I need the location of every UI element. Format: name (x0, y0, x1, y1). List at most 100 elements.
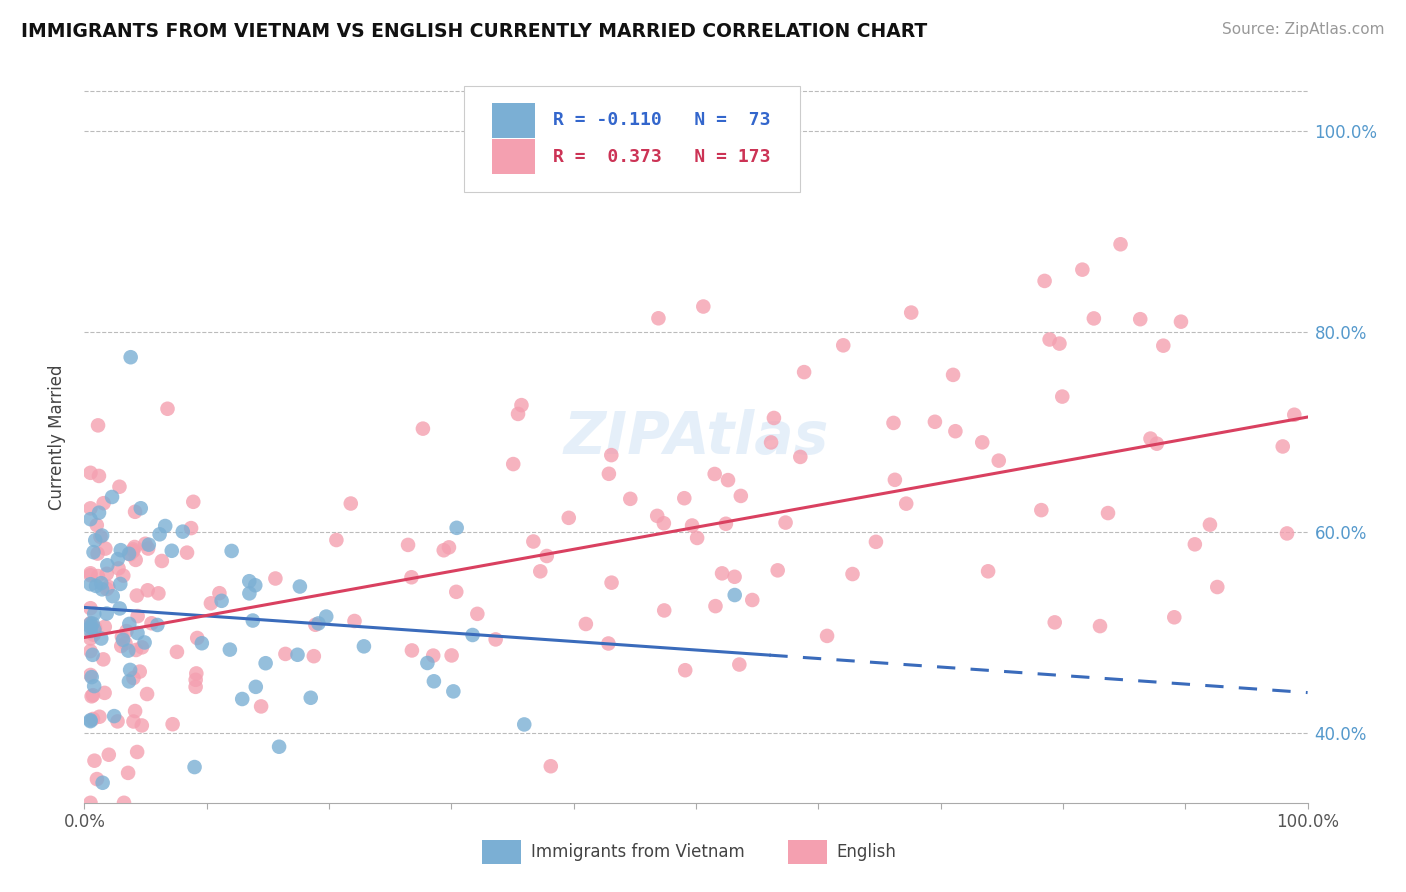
Point (103, 709, 125, 723)
Point (1039, 333, 1062, 347)
Point (299, 690, 322, 705)
Point (120, 350, 142, 364)
Point (416, 656, 439, 670)
Point (440, 648, 463, 663)
Point (149, 527, 172, 541)
Point (118, 616, 141, 631)
Point (91, 528, 114, 542)
Point (181, 495, 204, 509)
Point (1275, 526, 1298, 541)
Point (446, 521, 468, 535)
Point (245, 578, 267, 592)
Point (79, 566, 101, 581)
Point (536, 549, 558, 563)
Point (506, 407, 529, 421)
Point (84, 621, 107, 635)
Point (108, 480, 131, 494)
FancyBboxPatch shape (787, 840, 827, 863)
Point (1052, 390, 1074, 404)
Point (412, 422, 434, 436)
Point (647, 311, 669, 326)
Point (558, 511, 581, 525)
Point (522, 534, 544, 549)
Point (79, 620, 101, 634)
Point (90, 632, 112, 646)
Point (101, 490, 124, 504)
Point (79, 668, 101, 682)
Point (882, 416, 904, 430)
Point (269, 739, 291, 754)
Y-axis label: Currently Married: Currently Married (48, 364, 66, 510)
Point (600, 575, 623, 590)
Point (166, 645, 188, 659)
Point (86, 518, 108, 533)
Point (1271, 440, 1294, 454)
Point (146, 618, 169, 632)
Point (94, 541, 117, 556)
Text: R =  0.373   N = 173: R = 0.373 N = 173 (553, 148, 770, 166)
Point (79, 714, 101, 728)
Point (79, 620, 101, 634)
Point (107, 552, 129, 566)
Point (703, 467, 725, 481)
Point (339, 496, 361, 510)
Point (681, 518, 703, 533)
Point (82, 712, 104, 726)
Point (302, 649, 325, 664)
Point (80, 690, 103, 704)
Point (945, 424, 967, 438)
Point (131, 640, 153, 655)
Point (184, 673, 207, 687)
Point (652, 516, 675, 531)
Point (87, 418, 110, 433)
Point (1129, 312, 1152, 326)
Point (84, 579, 107, 593)
Point (741, 593, 763, 607)
Point (759, 435, 782, 450)
Point (1088, 619, 1111, 633)
Point (575, 617, 598, 632)
Point (136, 541, 159, 556)
Point (94, 620, 117, 634)
Point (125, 589, 148, 603)
Point (101, 589, 124, 603)
Point (841, 567, 863, 582)
Point (79, 501, 101, 516)
Point (704, 599, 727, 614)
Point (304, 617, 326, 632)
Point (127, 626, 149, 640)
Point (307, 616, 329, 631)
Point (485, 632, 508, 647)
Point (108, 601, 131, 615)
Point (89, 530, 111, 544)
Point (221, 544, 243, 558)
Point (264, 572, 287, 586)
Point (122, 671, 145, 685)
Point (540, 759, 562, 773)
Point (176, 546, 198, 560)
Point (93, 686, 115, 700)
Point (1199, 517, 1222, 532)
Point (1049, 336, 1071, 351)
Point (83, 754, 105, 768)
Point (79, 644, 101, 658)
Point (79, 512, 101, 526)
Point (686, 531, 709, 545)
Point (1083, 311, 1105, 326)
Point (942, 368, 965, 382)
Point (110, 639, 132, 653)
Point (600, 448, 623, 462)
Point (1206, 580, 1229, 594)
Point (673, 491, 696, 506)
Point (1284, 408, 1306, 422)
Point (141, 616, 163, 631)
Point (117, 643, 139, 657)
Point (730, 489, 752, 503)
Point (815, 629, 838, 643)
Point (396, 538, 419, 552)
Point (186, 631, 208, 645)
Point (437, 541, 460, 555)
Point (134, 635, 156, 649)
Point (124, 505, 146, 519)
Point (401, 643, 423, 657)
